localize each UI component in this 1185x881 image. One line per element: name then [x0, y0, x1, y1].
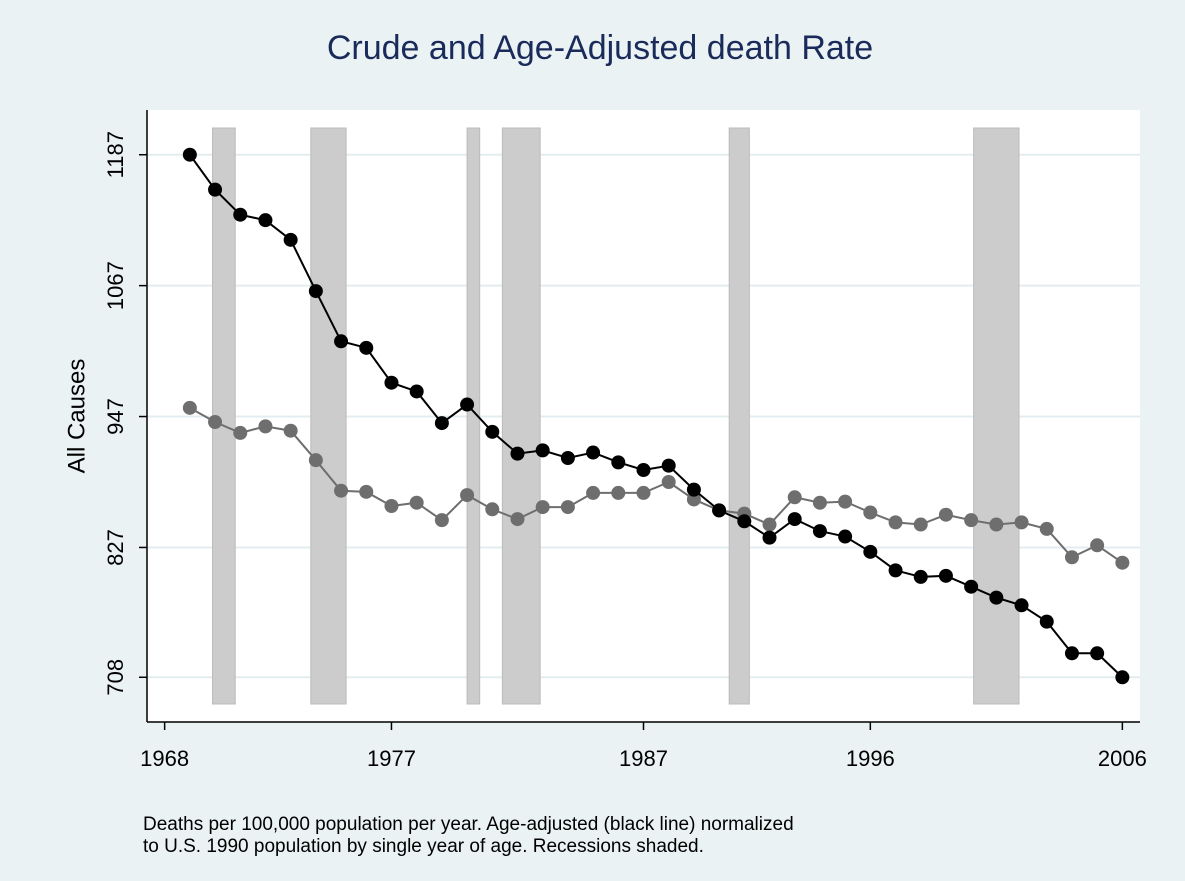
- recession-band: [501, 127, 541, 705]
- point: [283, 423, 298, 438]
- point: [510, 446, 525, 461]
- point: [1014, 515, 1029, 530]
- point: [913, 569, 928, 584]
- chart-title: Crude and Age-Adjusted death Rate: [327, 29, 873, 67]
- y-tick-label: 1067: [103, 261, 128, 310]
- point: [208, 415, 223, 429]
- y-axis-label: All Causes: [63, 359, 90, 474]
- point: [409, 384, 424, 399]
- point: [182, 147, 197, 162]
- point: [787, 512, 802, 527]
- point: [636, 463, 651, 477]
- point: [485, 502, 500, 517]
- point: [1115, 670, 1130, 685]
- point: [535, 500, 550, 515]
- point: [989, 517, 1004, 532]
- point: [1115, 555, 1130, 570]
- point: [1064, 646, 1079, 661]
- point: [762, 517, 777, 532]
- point: [384, 375, 399, 390]
- point: [485, 424, 500, 439]
- x-tick-label: 1987: [619, 746, 668, 771]
- point: [611, 485, 626, 500]
- point: [460, 397, 475, 412]
- y-tick-label: 708: [103, 659, 128, 696]
- point: [334, 334, 349, 349]
- recession-band: [310, 127, 347, 705]
- y-tick-label: 827: [103, 529, 128, 566]
- point: [1064, 550, 1079, 565]
- point: [913, 517, 928, 532]
- point: [535, 443, 550, 458]
- point: [611, 455, 626, 470]
- point: [737, 514, 752, 529]
- point: [434, 416, 449, 431]
- point: [586, 485, 601, 500]
- point: [762, 530, 777, 545]
- point: [560, 500, 575, 515]
- x-tick-label: 1977: [367, 746, 416, 771]
- point: [182, 400, 197, 415]
- recession-band: [466, 127, 481, 705]
- point: [283, 232, 298, 247]
- point: [661, 475, 676, 489]
- x-tick-label: 2006: [1098, 746, 1147, 771]
- recession-band: [728, 127, 750, 705]
- point: [384, 499, 399, 513]
- point: [812, 495, 827, 510]
- point: [208, 182, 223, 197]
- point: [686, 482, 701, 497]
- point: [888, 515, 903, 530]
- point: [1090, 646, 1105, 661]
- point: [1039, 614, 1054, 629]
- point: [686, 492, 701, 507]
- y-tick-label: 947: [103, 398, 128, 435]
- point: [888, 563, 903, 578]
- point: [359, 340, 374, 355]
- point: [334, 483, 349, 498]
- y-tick-label: 1187: [103, 131, 128, 178]
- point: [838, 494, 853, 509]
- x-tick-label: 1968: [140, 746, 189, 771]
- point: [863, 505, 878, 520]
- point: [838, 529, 853, 544]
- point: [233, 425, 248, 440]
- recession-band: [973, 127, 1020, 705]
- note: to U.S. 1990 population by single year o…: [143, 836, 704, 857]
- point: [308, 284, 323, 299]
- note: Deaths per 100,000 population per year. …: [143, 814, 794, 835]
- point: [460, 488, 475, 503]
- point: [258, 213, 273, 228]
- point: [938, 507, 953, 522]
- point: [586, 445, 601, 460]
- point: [1090, 538, 1105, 553]
- point: [1039, 521, 1054, 536]
- point: [1014, 598, 1029, 613]
- point: [964, 579, 979, 594]
- point: [989, 590, 1004, 605]
- x-tick-label: 1996: [846, 746, 895, 771]
- point: [863, 544, 878, 559]
- point: [964, 513, 979, 528]
- point: [812, 524, 827, 539]
- point: [938, 568, 953, 583]
- point: [359, 484, 374, 499]
- point: [636, 485, 651, 500]
- point: [308, 453, 323, 468]
- point: [409, 495, 424, 510]
- point: [510, 512, 525, 527]
- point: [661, 458, 676, 473]
- point: [258, 419, 273, 434]
- point: [434, 513, 449, 528]
- point: [712, 503, 727, 518]
- point: [787, 490, 802, 505]
- point: [233, 207, 248, 222]
- point: [560, 451, 575, 465]
